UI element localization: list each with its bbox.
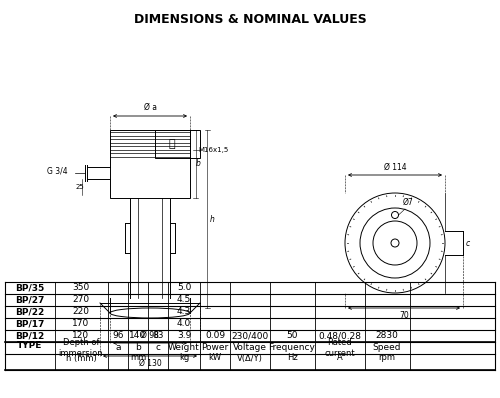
Text: 170: 170	[72, 320, 90, 328]
Text: kg: kg	[179, 353, 189, 363]
Text: BP/22: BP/22	[16, 308, 44, 316]
Text: 3.9: 3.9	[177, 332, 191, 341]
Text: Ø a: Ø a	[144, 103, 156, 112]
Text: 140: 140	[130, 332, 146, 341]
Text: 350: 350	[72, 283, 90, 293]
Text: rpm: rpm	[378, 353, 396, 363]
Text: BP/35: BP/35	[16, 283, 44, 293]
Text: 4.5: 4.5	[177, 295, 191, 304]
Text: kW: kW	[208, 353, 222, 363]
Text: 0.09: 0.09	[205, 332, 225, 341]
Text: Ø 98: Ø 98	[141, 331, 159, 340]
Text: BP/27: BP/27	[16, 295, 44, 304]
Text: c: c	[156, 343, 160, 353]
Text: ⚿: ⚿	[168, 139, 175, 149]
Text: TYPE: TYPE	[18, 341, 42, 351]
Text: h: h	[210, 215, 215, 224]
Text: 4.3: 4.3	[177, 308, 191, 316]
Text: Rated
current: Rated current	[324, 338, 356, 358]
Text: h (mm): h (mm)	[66, 353, 96, 363]
Text: c: c	[466, 238, 470, 248]
Text: A: A	[337, 353, 343, 363]
Text: mm: mm	[130, 353, 146, 363]
Text: Ø 130: Ø 130	[138, 359, 162, 368]
Text: b: b	[135, 343, 141, 353]
Text: a: a	[115, 343, 121, 353]
Text: 120: 120	[72, 332, 90, 341]
Text: Speed: Speed	[373, 343, 401, 353]
Text: 270: 270	[72, 295, 90, 304]
Text: 4.0: 4.0	[177, 320, 191, 328]
Text: 96: 96	[112, 332, 124, 341]
Text: M16x1,5: M16x1,5	[198, 147, 228, 153]
Text: 83: 83	[152, 332, 164, 341]
Text: BP/12: BP/12	[16, 332, 44, 341]
Text: 70: 70	[399, 311, 409, 320]
Text: Ø 114: Ø 114	[384, 163, 406, 172]
Text: 230/400: 230/400	[232, 332, 268, 341]
Text: 5.0: 5.0	[177, 283, 191, 293]
Text: BP/17: BP/17	[16, 320, 44, 328]
Text: 0.48/0.28: 0.48/0.28	[318, 332, 362, 341]
Text: Hz: Hz	[286, 353, 298, 363]
Text: DIMENSIONS & NOMINAL VALUES: DIMENSIONS & NOMINAL VALUES	[134, 13, 366, 26]
Text: Frequency: Frequency	[268, 343, 316, 353]
Text: Power: Power	[202, 343, 228, 353]
Text: Depth of
immersion: Depth of immersion	[58, 338, 104, 358]
Text: 2830: 2830	[376, 332, 398, 341]
Text: 25: 25	[76, 184, 84, 190]
Text: G 3/4: G 3/4	[48, 166, 68, 176]
Text: Ø7: Ø7	[403, 198, 414, 207]
Text: Voltage: Voltage	[233, 343, 267, 353]
Text: Weight: Weight	[168, 343, 200, 353]
Bar	[155, 130, 200, 158]
Text: 50: 50	[286, 332, 298, 341]
Text: b: b	[196, 160, 201, 168]
Bar	[110, 130, 190, 198]
Text: 220: 220	[72, 308, 90, 316]
Text: V(Δ/Y): V(Δ/Y)	[237, 353, 263, 363]
